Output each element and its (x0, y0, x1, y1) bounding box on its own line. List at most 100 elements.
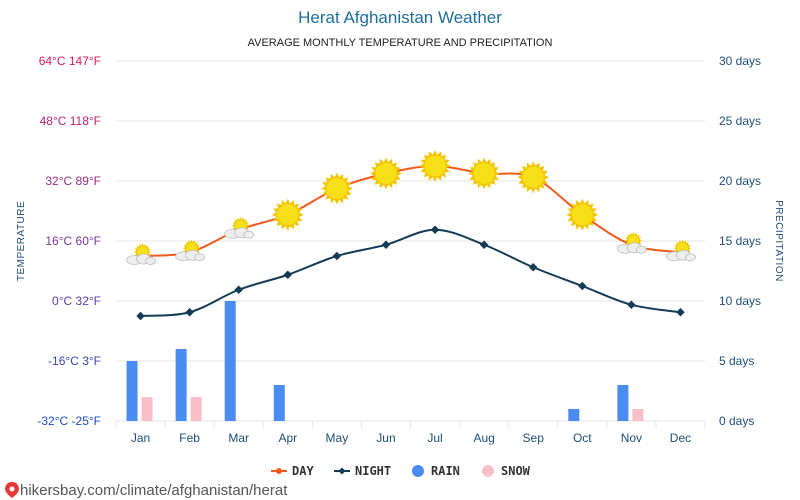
legend-snow-label: SNOW (501, 464, 531, 478)
chart-subtitle: AVERAGE MONTHLY TEMPERATURE AND PRECIPIT… (248, 37, 553, 49)
month-label: Oct (573, 431, 592, 445)
precipitation-axis: 30 days 25 days 20 days 15 days 10 days 5 day… (719, 54, 761, 428)
sun-cloud-icon (224, 217, 255, 239)
snow-bar (141, 397, 153, 421)
night-point[interactable] (627, 300, 636, 309)
sun-cloud-icon (616, 232, 647, 254)
night-point[interactable] (676, 308, 685, 317)
sun-icon (320, 172, 353, 205)
legend-item-snow[interactable]: SNOW (482, 464, 531, 478)
legend-snow-circle-icon (482, 465, 494, 477)
snow-bar (190, 397, 202, 421)
night-point[interactable] (332, 251, 342, 261)
month-axis: Jan Feb Mar Apr May Jun Jul Aug Sep Oct Nov Dec (115, 421, 706, 445)
cloud-puff (243, 230, 255, 239)
rain-bar (273, 385, 285, 421)
sun-core (276, 203, 300, 227)
location-pin-icon (5, 482, 19, 498)
night-point[interactable] (578, 281, 587, 291)
temperature-axis: 64°C 147°F 48°C 118°F 32°C 89°F 16°C 60°F 0°… (37, 54, 101, 428)
precipitation-tick-label: 10 days (719, 294, 761, 308)
legend-item-day[interactable]: DAY (271, 464, 314, 478)
legend-rain-circle-icon (412, 465, 424, 477)
precipitation-axis-title: PRECIPITATION (773, 200, 784, 282)
sun-icon (419, 150, 451, 182)
chart-title: Herat Afghanistan Weather (298, 8, 502, 27)
temperature-tick-label: 48°C 118°F (40, 114, 101, 128)
temperature-tick-label: 32°C 89°F (45, 174, 101, 188)
temperature-tick-label: -16°C 3°F (48, 354, 101, 368)
month-label: Dec (670, 431, 691, 445)
night-point[interactable] (185, 308, 194, 317)
sun-icon (468, 157, 501, 190)
sun-core (325, 177, 349, 200)
sun-core (374, 162, 398, 185)
sun-core (472, 162, 496, 185)
rain-bar (617, 385, 629, 421)
month-label: Apr (278, 431, 297, 445)
temperature-tick-label: 0°C 32°F (52, 294, 101, 308)
snow-bar (632, 409, 644, 421)
night-point[interactable] (381, 240, 391, 249)
temperature-lines (136, 164, 685, 321)
month-label: Aug (473, 431, 494, 445)
sun-core (423, 154, 447, 178)
month-label: Sep (523, 431, 545, 445)
sun-core (521, 165, 545, 189)
night-point[interactable] (234, 285, 243, 294)
source-link[interactable]: hikersbay.com/climate/afghanistan/herat (5, 482, 288, 499)
day-temperature-line (140, 164, 681, 257)
precipitation-tick-label: 0 days (719, 414, 754, 428)
grid-lines (116, 60, 705, 422)
sun-cloud-icon (126, 243, 156, 265)
sun-icon (370, 157, 402, 190)
month-label: May (326, 431, 349, 445)
legend-night-diamond-icon (338, 467, 346, 475)
cloud-shape (175, 249, 206, 262)
temperature-tick-label: -32°C -25°F (37, 414, 101, 428)
temperature-axis-title: TEMPERATURE (16, 201, 27, 281)
cloud-shape (224, 227, 255, 239)
legend-rain-label: RAIN (431, 464, 460, 478)
temperature-tick-label: 64°C 147°F (39, 54, 101, 68)
month-label: Jan (131, 431, 150, 445)
chart-legend: DAY NIGHT RAIN SNOW (271, 464, 531, 478)
sun-cloud-icon (666, 239, 696, 262)
legend-night-label: NIGHT (355, 464, 391, 478)
month-label: Jun (376, 431, 395, 445)
cloud-shape (666, 249, 696, 262)
night-point[interactable] (283, 270, 293, 279)
rain-bar (224, 301, 236, 421)
month-label: Nov (621, 431, 642, 445)
precipitation-tick-label: 25 days (719, 114, 761, 128)
precipitation-tick-label: 5 days (719, 354, 754, 368)
sun-icon (517, 161, 550, 194)
source-url: hikersbay.com/climate/afghanistan/herat (20, 482, 288, 499)
temperature-tick-label: 16°C 60°F (45, 234, 101, 248)
legend-item-rain[interactable]: RAIN (412, 464, 460, 478)
night-point[interactable] (528, 263, 538, 272)
night-point[interactable] (136, 311, 145, 321)
rain-bar (126, 361, 138, 421)
cloud-shape (126, 253, 156, 265)
rain-bar (568, 409, 580, 421)
cloud-puff (635, 245, 647, 254)
precipitation-tick-label: 30 days (719, 54, 761, 68)
cloud-puff (194, 253, 206, 262)
sun-cloud-icon (175, 239, 206, 262)
sun-icon (566, 198, 599, 231)
night-point[interactable] (430, 225, 440, 234)
precipitation-tick-label: 15 days (719, 234, 761, 248)
legend-item-night[interactable]: NIGHT (334, 464, 391, 478)
precipitation-tick-label: 20 days (719, 174, 761, 188)
cloud-puff (145, 257, 156, 265)
cloud-shape (616, 242, 647, 254)
rain-bar (175, 349, 187, 421)
legend-day-dot-icon (276, 468, 282, 474)
night-point[interactable] (479, 240, 489, 249)
sun-core (570, 203, 594, 227)
weather-icons (126, 150, 696, 265)
month-label: Jul (427, 431, 442, 445)
cloud-puff (685, 253, 696, 262)
